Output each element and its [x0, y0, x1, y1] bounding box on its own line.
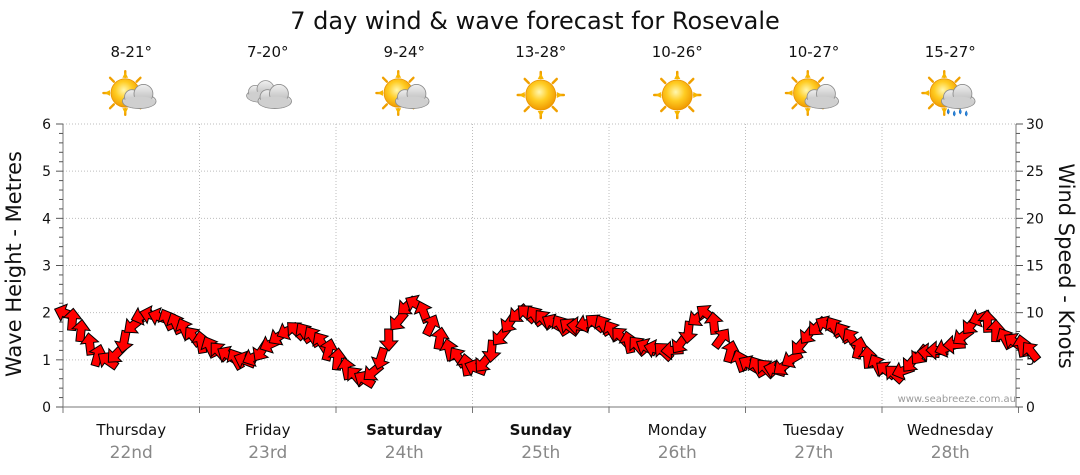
day-temperature: 7-20° — [247, 43, 289, 61]
rain-drop — [958, 108, 962, 115]
wind-arrows — [53, 294, 1042, 390]
day-date-label: 25th — [521, 443, 560, 463]
grid — [62, 123, 1019, 413]
right-axis: 0 5 10 15 20 25 30 — [1015, 117, 1044, 416]
wind-arrow — [413, 300, 433, 325]
left-tick-label: 0 — [42, 400, 51, 416]
right-tick-label: 0 — [1026, 400, 1035, 416]
wind-arrow — [703, 311, 724, 336]
cloudy-icon — [246, 80, 293, 110]
wind-arrow — [70, 318, 92, 343]
day-temperature: 8-21° — [110, 43, 152, 61]
right-tick-label: 15 — [1026, 259, 1044, 275]
day-date-label: 26th — [658, 443, 697, 463]
day-name-label: Friday — [245, 421, 291, 439]
day-date-label: 27th — [794, 443, 833, 463]
right-tick-label: 5 — [1026, 353, 1035, 369]
left-tick-label: 3 — [42, 259, 51, 275]
day-name-label: Monday — [648, 421, 707, 439]
wind-arrow — [370, 346, 391, 371]
left-tick-label: 1 — [42, 353, 51, 369]
chart-title: 7 day wind & wave forecast for Rosevale — [290, 7, 780, 35]
right-tick-label: 10 — [1026, 306, 1044, 322]
sunny-icon — [516, 70, 565, 120]
wind-arrow — [422, 314, 441, 338]
partly-cloudy-icon — [102, 69, 157, 117]
left-axis: 0 1 2 3 4 5 6 — [42, 117, 64, 416]
credit-text: www.seabreeze.com.au — [898, 394, 1016, 405]
day-temperature: 10-26° — [652, 43, 703, 61]
right-tick-label: 25 — [1026, 164, 1044, 180]
day-temperature: 9-24° — [383, 43, 425, 61]
wind-arrow — [389, 309, 409, 331]
rain-drop — [946, 108, 950, 115]
day-name-label: Saturday — [366, 421, 443, 439]
day-name-label: Thursday — [95, 421, 166, 439]
right-axis-title: Wind Speed - Knots — [1054, 163, 1078, 368]
sunny-icon — [653, 70, 702, 120]
wind-arrow — [711, 328, 731, 350]
day-header: 8-21° 7-20° 9-24° 13-28° 10-26° 10-27° 15-27° — [102, 43, 976, 120]
left-tick-label: 4 — [42, 211, 51, 227]
left-axis-title: Wave Height - Metres — [2, 151, 26, 377]
left-tick-label: 2 — [42, 306, 51, 322]
day-name-label: Tuesday — [782, 421, 844, 439]
wind-arrow — [378, 328, 399, 352]
right-tick-label: 30 — [1026, 117, 1044, 133]
day-temperature: 15-27° — [925, 43, 976, 61]
partly-cloudy-icon — [375, 69, 430, 117]
right-tick-label: 20 — [1026, 211, 1044, 227]
left-tick-label: 6 — [42, 117, 51, 133]
day-temperature: 10-27° — [788, 43, 839, 61]
day-date-label: 23rd — [248, 443, 287, 463]
wind-arrow — [678, 320, 699, 345]
day-temperature: 13-28° — [515, 43, 566, 61]
day-name-label: Sunday — [510, 421, 573, 439]
wind-arrow — [430, 326, 450, 351]
left-tick-label: 5 — [42, 164, 51, 180]
day-date-label: 22nd — [110, 443, 153, 463]
wind-arrow — [113, 329, 134, 354]
rain-showers-icon — [921, 69, 976, 117]
partly-cloudy-icon — [784, 69, 840, 117]
wind-arrow — [1022, 341, 1042, 363]
day-date-label: 28th — [931, 443, 970, 463]
day-date-label: 24th — [385, 443, 424, 463]
rain-drop — [952, 110, 956, 117]
rain-drop — [964, 110, 968, 117]
x-axis-labels: Thursday 22nd Friday 23rd Saturday 24th Sunday… — [95, 421, 993, 463]
day-name-label: Wednesday — [907, 421, 994, 439]
wind-arrow — [481, 339, 502, 364]
